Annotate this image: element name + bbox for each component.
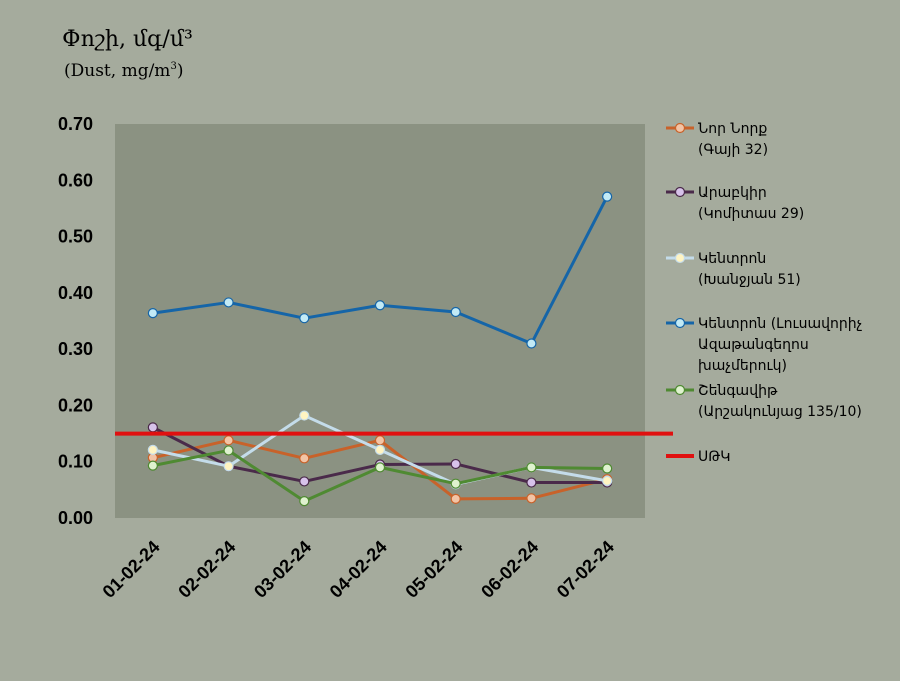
x-tick-label: 04-02-24: [326, 537, 391, 602]
data-point: [299, 313, 310, 324]
data-point: [374, 435, 386, 446]
chart-subtitle-main: (Dust, mg/m: [64, 61, 170, 81]
legend-label: Շենգավիթ: [698, 383, 778, 399]
x-tick-label: 03-02-24: [250, 537, 315, 602]
legend-label: Նոր Նորք: [698, 121, 767, 137]
legend-label-threshold: ՍԹԿ: [698, 449, 731, 465]
data-point: [374, 300, 386, 311]
x-tick-label: 07-02-24: [553, 537, 618, 602]
y-tick-label: 0.30: [58, 339, 93, 359]
data-point: [450, 458, 461, 470]
data-point: [526, 462, 537, 473]
data-point: [223, 461, 234, 472]
legend-label: խաչմերուկ): [698, 358, 787, 374]
data-point: [526, 338, 537, 349]
data-point: [299, 410, 310, 421]
chart-subtitle-sup: 3: [170, 61, 176, 72]
y-axis-ticks: 0.00 0.10 0.20 0.30 0.40 0.50 0.60 0.70: [58, 114, 93, 528]
legend-swatch-marker: [674, 384, 686, 396]
data-point: [602, 475, 613, 486]
y-tick-label: 0.40: [58, 283, 93, 303]
data-point: [450, 478, 461, 489]
data-point: [450, 306, 461, 318]
data-point: [299, 453, 310, 464]
data-point: [299, 496, 310, 507]
data-point: [147, 422, 158, 433]
x-tick-label: 05-02-24: [401, 537, 466, 602]
legend-label: Կենտրոն (Լուսավորիչ: [698, 316, 863, 332]
chart-subtitle-close: ): [177, 61, 184, 81]
data-point: [147, 444, 158, 455]
legend-label: (Արշակունյաց 135/10): [698, 404, 862, 420]
legend-swatch-marker: [674, 186, 686, 198]
legend-label: (Գայի 32): [698, 142, 768, 158]
data-point: [223, 297, 234, 308]
series-layer: [147, 191, 613, 507]
x-tick-label: 02-02-24: [174, 537, 239, 602]
y-tick-label: 0.60: [58, 170, 93, 190]
legend: Նոր Նորք (Գայի 32) Արաբկիր (Կոմիտաս 29) Կենտ…: [666, 121, 863, 465]
legend-label: Կենտրոն: [698, 251, 766, 267]
data-point: [223, 435, 234, 446]
data-point: [299, 476, 310, 487]
legend-label: Արաբկիր: [698, 185, 767, 201]
data-point: [602, 463, 613, 474]
data-point: [223, 445, 234, 456]
data-point: [526, 477, 537, 488]
data-point: [602, 191, 613, 202]
legend-swatch-marker: [674, 252, 686, 264]
y-tick-label: 0.50: [58, 227, 93, 247]
legend-label: Ազաթանգեղոս: [698, 337, 809, 353]
legend-label: (Կոմիտաս 29): [698, 206, 804, 222]
data-point: [374, 444, 386, 455]
legend-swatch-marker: [674, 317, 686, 329]
data-point: [450, 493, 461, 504]
x-tick-label: 01-02-24: [99, 537, 164, 602]
y-tick-label: 0.10: [58, 452, 93, 472]
data-point: [147, 308, 158, 319]
data-point: [147, 460, 158, 471]
chart-subtitle: (Dust, mg/m3): [64, 61, 183, 81]
data-point: [526, 493, 537, 504]
y-tick-label: 0.00: [58, 508, 93, 528]
legend-label: (Խանջյան 51): [698, 272, 801, 288]
legend-swatch-marker: [674, 122, 686, 134]
x-tick-label: 06-02-24: [477, 537, 542, 602]
y-tick-label: 0.20: [58, 395, 93, 415]
y-tick-label: 0.70: [58, 114, 93, 134]
x-axis-ticks: 01-02-24 02-02-24 03-02-24 04-02-24 05-02-24…: [99, 537, 618, 602]
data-point: [374, 462, 386, 473]
chart-title: Փոշի, մգ/մ³: [62, 27, 193, 52]
